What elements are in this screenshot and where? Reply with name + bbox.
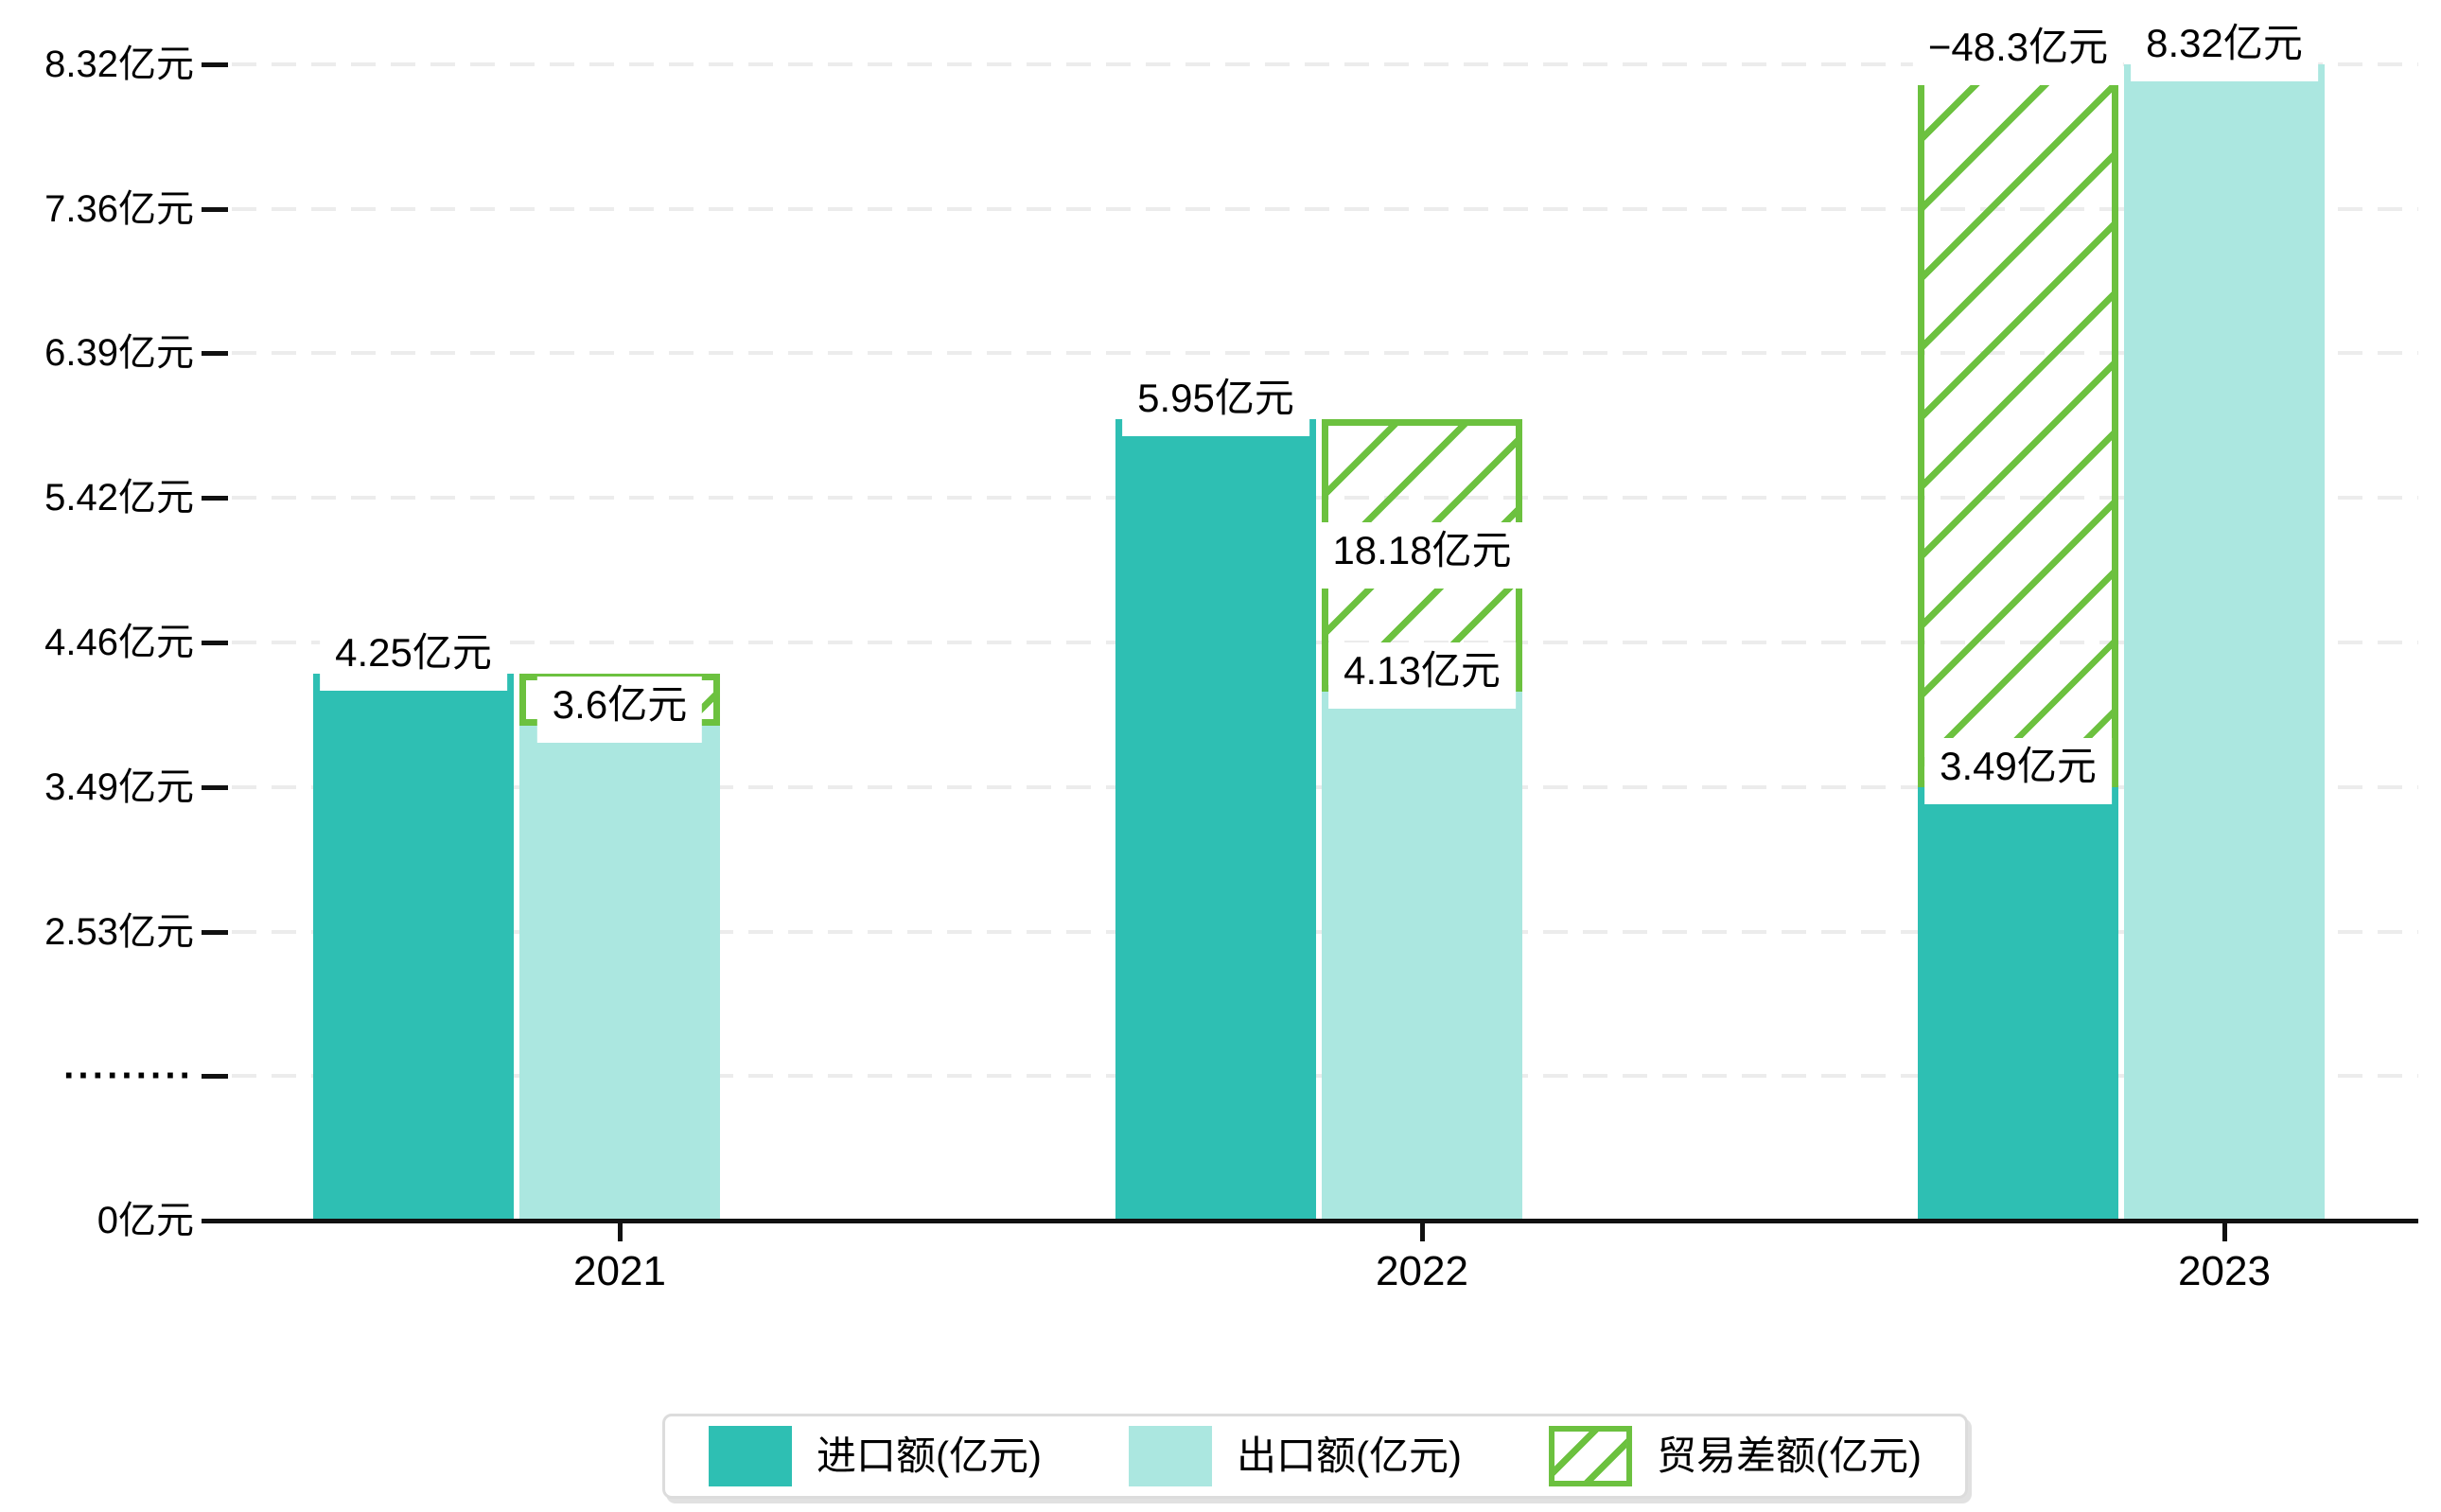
trade-diff-swatch-icon [1548,1426,1632,1486]
y-axis-tick-label: 5.42亿元 [44,477,194,519]
legend-item-trade-diff: 贸易差额(亿元) [1548,1426,1922,1486]
export-bar-2022 [1322,691,1522,1221]
export-value-label-2023: 8.32亿元 [2131,15,2318,82]
y-tick-mark [202,930,228,935]
y-tick-mark [202,351,228,356]
export-value-label-2022: 4.13亿元 [1328,642,1516,709]
import-bar-2022 [1115,419,1316,1221]
y-axis-tick-label: 7.36亿元 [44,188,194,230]
y-axis-tick-label: 2.53亿元 [44,911,194,953]
x-axis-label-2021: 2021 [573,1248,666,1294]
y-axis-tick-label: 4.46亿元 [44,622,194,663]
y-axis-tick-label: ········· [63,1055,194,1097]
import-swatch-icon [709,1426,793,1486]
export-swatch-icon [1129,1426,1213,1486]
x-axis-line [203,1219,2418,1223]
y-tick-mark [202,62,228,67]
import-bar-2023 [1918,787,2118,1221]
legend-label-import: 进口额(亿元) [817,1433,1043,1478]
import-value-label-2023: 3.49亿元 [1924,738,2112,804]
legend-item-export: 出口额(亿元) [1129,1426,1462,1486]
trade-diff-value-label-2022: 18.18亿元 [1317,521,1527,589]
export-value-label-2021: 3.6亿元 [536,677,703,744]
y-tick-mark [202,641,228,645]
x-tick-mark-2021 [618,1221,623,1241]
x-axis-label-2023: 2023 [2178,1248,2271,1294]
x-tick-mark-2023 [2222,1221,2227,1241]
y-axis-tick-label: 6.39亿元 [44,332,194,374]
legend-item-import: 进口额(亿元) [709,1426,1042,1486]
y-tick-mark [202,1219,228,1223]
legend: 进口额(亿元) 出口额(亿元) 贸易差额(亿元) [662,1414,1968,1499]
export-bar-2023 [2124,64,2325,1221]
trade-diff-value-label-2023: −48.3亿元 [1912,19,2124,86]
import-value-label-2022: 5.95亿元 [1122,370,1309,437]
y-axis-tick-label: 0亿元 [97,1200,194,1241]
y-tick-mark [202,496,228,501]
y-tick-mark [202,207,228,212]
y-tick-mark [202,1074,228,1079]
export-bar-2021 [519,726,720,1221]
gridline [232,207,2418,211]
import-value-label-2021: 4.25亿元 [320,624,507,691]
legend-label-trade-diff: 贸易差额(亿元) [1656,1433,1922,1478]
y-axis-tick-label: 3.49亿元 [44,766,194,808]
x-tick-mark-2022 [1420,1221,1425,1241]
x-axis-label-2022: 2022 [1376,1248,1468,1294]
gridline [232,351,2418,355]
gridline [232,62,2418,66]
y-axis-tick-label: 8.32亿元 [44,44,194,85]
import-bar-2021 [313,673,514,1221]
legend-label-export: 出口额(亿元) [1237,1433,1462,1478]
trade-diff-hatch-2023 [1918,64,2118,787]
y-tick-mark [202,785,228,790]
